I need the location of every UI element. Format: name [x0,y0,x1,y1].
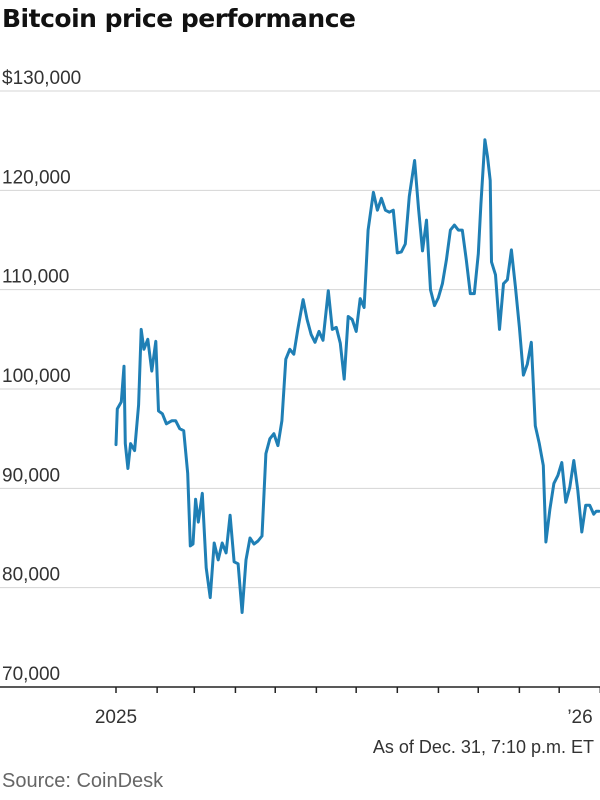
x-axis-ticks [115,687,600,693]
series-line [114,138,600,614]
gridlines [0,90,600,589]
y-tick-label: 110,000 [2,267,69,288]
y-tick-label: 90,000 [2,465,60,486]
y-tick-label: 70,000 [2,664,60,685]
y-tick-label: 120,000 [2,167,71,188]
y-tick-label: $130,000 [2,68,81,89]
line-chart: $130,000 120,000 110,000 100,000 90,000 80,00… [0,68,600,728]
x-tick-label: ’26 [567,707,592,728]
y-tick-label: 100,000 [2,366,71,387]
x-tick-label: 2025 [95,707,137,728]
chart-title: Bitcoin price performance [2,4,356,33]
price-series [114,138,600,614]
timestamp-note: As of Dec. 31, 7:10 p.m. ET [372,737,594,757]
y-axis-labels: $130,000 120,000 110,000 100,000 90,000 80,00… [2,68,81,685]
x-axis-labels: 2025 ’26 [95,707,593,728]
source-credit: Source: CoinDesk [2,770,164,792]
y-tick-label: 80,000 [2,565,60,586]
